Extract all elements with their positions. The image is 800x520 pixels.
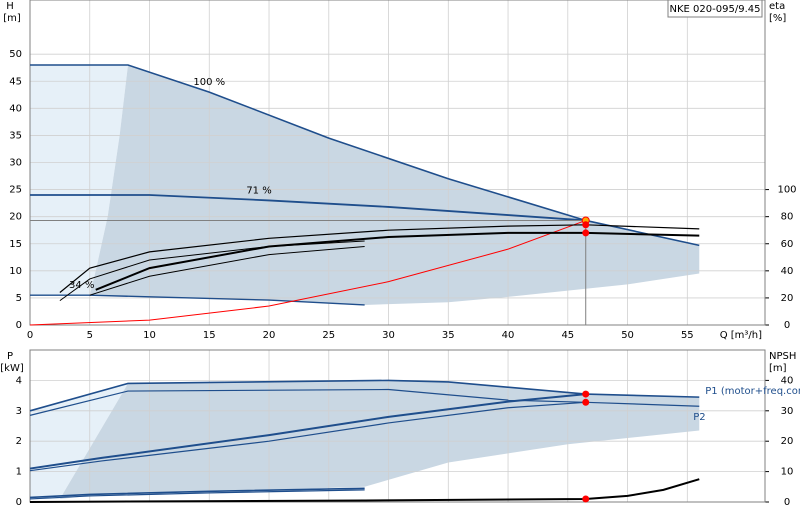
y-tick-label: 15	[9, 239, 22, 250]
y-tick-label: 20	[9, 212, 22, 223]
curve-label: 100 %	[193, 77, 225, 88]
curve-label: 34 %	[69, 280, 94, 291]
x-tick-label: 20	[263, 330, 276, 341]
y-tick-label: 0	[16, 320, 22, 331]
curve	[29, 393, 586, 470]
y2-tick-label: 0	[784, 497, 790, 508]
duty-point	[582, 398, 590, 406]
duty-point	[582, 221, 590, 229]
y2-tick-label: 60	[781, 239, 794, 250]
y2-tick-label: 0	[784, 320, 790, 331]
x-axis-label: Q [m³/h]	[720, 330, 762, 341]
y2-axis-unit: [m]	[769, 363, 787, 374]
x-tick-label: 40	[502, 330, 515, 341]
y2-tick-label: 40	[781, 375, 794, 386]
y2-axis-label: eta	[769, 1, 785, 12]
y2-tick-label: 20	[781, 293, 794, 304]
plot-frame	[29, 349, 766, 503]
y2-tick-label: 100	[777, 185, 796, 196]
curve	[89, 245, 365, 296]
curve	[30, 194, 586, 222]
x-tick-label: 0	[27, 330, 33, 341]
y-tick-label: 25	[9, 185, 22, 196]
chart-title: NKE 020-095/9.45	[670, 4, 761, 15]
operating-range	[30, 65, 128, 296]
y2-tick-label: 80	[781, 212, 794, 223]
x-tick-label: 15	[203, 330, 216, 341]
y-tick-label: 35	[9, 130, 22, 141]
y2-tick-label: 40	[781, 266, 794, 277]
y2-axis-unit: [%]	[769, 13, 786, 24]
curve	[59, 240, 365, 302]
curve	[29, 489, 365, 500]
x-tick-label: 45	[561, 330, 574, 341]
operating-range	[89, 65, 700, 305]
y-axis-unit: [m]	[3, 13, 21, 24]
duty-point	[582, 390, 590, 398]
curve-label: P2	[693, 412, 705, 423]
duty-point	[582, 495, 590, 503]
curve	[29, 478, 700, 503]
curve	[59, 224, 700, 293]
y2-tick-label: 10	[781, 467, 794, 478]
curve	[29, 379, 700, 412]
curve	[29, 219, 586, 326]
y-tick-label: 30	[9, 158, 22, 169]
operating-range	[59, 380, 700, 499]
x-tick-label: 55	[681, 330, 694, 341]
y-axis-unit: [kW]	[0, 363, 24, 374]
y-tick-label: 0	[16, 497, 22, 508]
curve	[29, 487, 365, 499]
curve	[29, 388, 700, 416]
curve-label: P1 (motor+freq.converter)	[705, 386, 800, 397]
x-tick-label: 25	[322, 330, 335, 341]
y-axis-label: P	[7, 351, 13, 362]
plot-frame	[29, 0, 766, 326]
y-tick-label: 40	[9, 103, 22, 114]
y-tick-label: 1	[16, 467, 22, 478]
x-tick-label: 35	[442, 330, 455, 341]
y-tick-label: 4	[16, 375, 22, 386]
y-axis-label: H	[6, 1, 14, 12]
curve	[30, 294, 365, 306]
x-tick-label: 5	[87, 330, 93, 341]
title-box	[667, 0, 763, 18]
y-tick-label: 3	[16, 406, 22, 417]
curve	[29, 401, 586, 472]
x-tick-label: 10	[143, 330, 156, 341]
y2-tick-label: 30	[781, 406, 794, 417]
y-tick-label: 2	[16, 436, 22, 447]
y2-tick-label: 20	[781, 436, 794, 447]
y-tick-label: 10	[9, 266, 22, 277]
curve-label: 71 %	[246, 185, 271, 196]
duty-point	[582, 229, 590, 237]
y2-axis-label: NPSH	[769, 351, 796, 362]
y-tick-label: 45	[9, 76, 22, 87]
y-tick-label: 50	[9, 49, 22, 60]
x-tick-label: 50	[621, 330, 634, 341]
y-tick-label: 5	[16, 293, 22, 304]
x-tick-label: 30	[382, 330, 395, 341]
